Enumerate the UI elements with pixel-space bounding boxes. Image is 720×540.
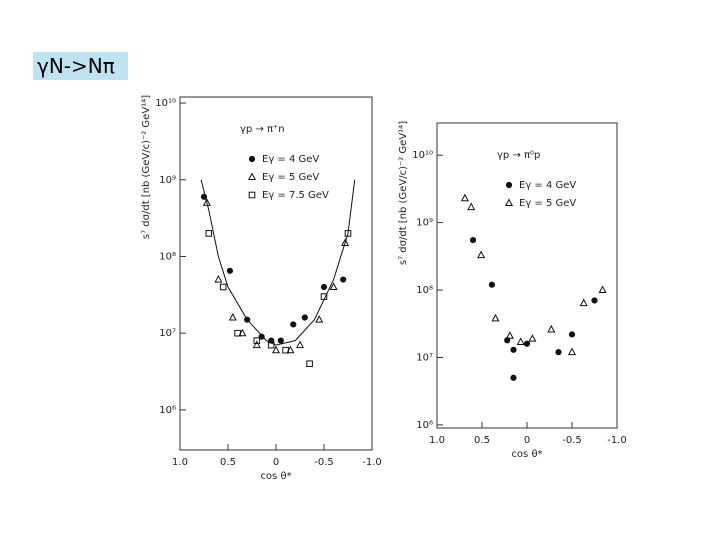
- y-tick-label: 10⁸: [416, 285, 433, 296]
- point: [277, 337, 284, 344]
- point: [591, 297, 598, 304]
- point: [579, 298, 588, 307]
- point: [477, 250, 486, 259]
- point: [510, 346, 517, 353]
- y-tick-label: 10⁷: [416, 352, 433, 363]
- x-axis-label: cos θ*: [511, 449, 542, 460]
- point: [467, 202, 476, 211]
- point: [214, 275, 223, 283]
- point: [228, 312, 237, 321]
- legend-marker: [247, 172, 257, 180]
- legend-marker: [248, 155, 256, 163]
- fit-curve: [200, 179, 356, 346]
- point: [234, 329, 241, 337]
- legend-label: Eγ = 4 GeV: [262, 154, 319, 165]
- point: [226, 267, 234, 274]
- legend-marker: [504, 198, 514, 206]
- legend-label: Eγ = 5 GeV: [519, 198, 576, 209]
- x-axis-label: cos θ*: [260, 471, 291, 482]
- y-tick-label: 10⁹: [159, 175, 176, 186]
- x-tick-label: -0.5: [314, 457, 334, 468]
- y-axis-label: s⁷ dσ/dt [nb (GeV/c)⁻² GeV¹⁴]: [141, 95, 152, 239]
- point: [505, 331, 514, 339]
- point: [219, 283, 227, 291]
- reaction-label: γp → π⁰p: [497, 150, 540, 161]
- point: [301, 314, 308, 321]
- x-tick-label: 1.0: [429, 435, 445, 446]
- point: [282, 346, 289, 354]
- point: [202, 198, 211, 206]
- point: [252, 340, 261, 349]
- point: [491, 313, 500, 322]
- x-tick-label: -0.5: [562, 435, 582, 446]
- y-tick-label: 10⁶: [159, 405, 176, 416]
- point: [315, 315, 324, 323]
- y-tick-label: 10⁹: [416, 218, 433, 229]
- x-tick-label: 0.5: [474, 435, 490, 446]
- point: [258, 333, 265, 340]
- point: [469, 237, 477, 244]
- point: [306, 360, 313, 368]
- x-tick-label: 1.0: [172, 457, 188, 468]
- point: [488, 281, 495, 288]
- legend-marker: [248, 191, 256, 199]
- legend-label: Eγ = 4 GeV: [519, 180, 576, 191]
- x-tick-label: 0: [524, 435, 530, 446]
- legend-label: Eγ = 7.5 GeV: [262, 190, 329, 201]
- y-tick-label: 10⁸: [159, 251, 176, 262]
- point: [568, 331, 576, 338]
- legend-marker: [505, 181, 513, 189]
- point: [598, 285, 607, 294]
- x-tick-label: 0.5: [220, 457, 236, 468]
- y-axis-label: s⁷ dσ/dt [nb (GeV/c)⁻² GeV¹⁴]: [398, 121, 409, 265]
- point: [528, 334, 537, 342]
- plot-frame: [179, 96, 373, 451]
- point: [271, 345, 281, 354]
- point: [567, 347, 577, 356]
- plot-frame: [436, 122, 618, 429]
- point: [205, 230, 213, 237]
- point: [555, 349, 562, 356]
- point: [547, 324, 556, 333]
- y-tick-label: 10⁷: [159, 328, 176, 339]
- point: [460, 193, 469, 202]
- point: [516, 337, 525, 345]
- slide-title: γN->Nπ: [33, 52, 128, 80]
- point: [341, 238, 350, 246]
- reaction-label: γp → π⁺n: [240, 124, 285, 135]
- point: [320, 283, 328, 291]
- point: [340, 276, 347, 283]
- y-tick-label: 10⁶: [416, 420, 433, 431]
- point: [295, 340, 305, 349]
- point: [290, 321, 297, 328]
- legend-label: Eγ = 5 GeV: [262, 172, 319, 183]
- point: [329, 282, 338, 291]
- point: [523, 340, 531, 347]
- y-tick-label: 10¹⁰: [412, 150, 433, 161]
- point: [267, 341, 275, 349]
- point: [510, 374, 517, 381]
- point: [253, 337, 261, 344]
- x-tick-label: 0: [273, 457, 279, 468]
- x-tick-label: -1.0: [362, 457, 382, 468]
- y-tick-label: 10¹⁰: [155, 98, 176, 109]
- x-tick-label: -1.0: [607, 435, 627, 446]
